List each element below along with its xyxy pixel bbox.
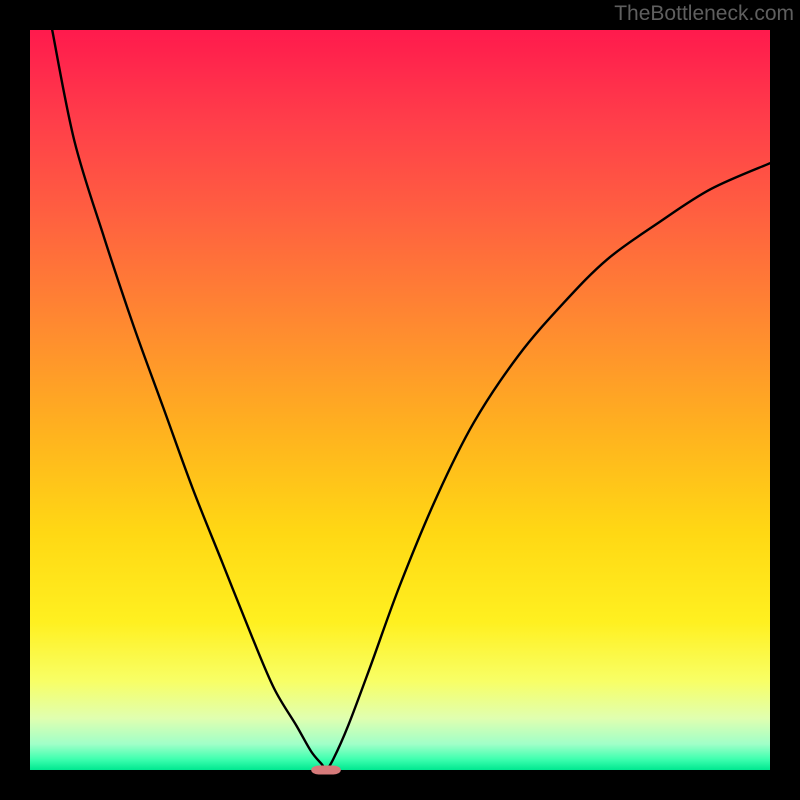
- watermark-text: TheBottleneck.com: [614, 2, 794, 26]
- chart-container: TheBottleneck.com: [0, 0, 800, 800]
- optimum-marker: [311, 766, 341, 775]
- bottleneck-chart: [0, 0, 800, 800]
- plot-area: [30, 30, 770, 770]
